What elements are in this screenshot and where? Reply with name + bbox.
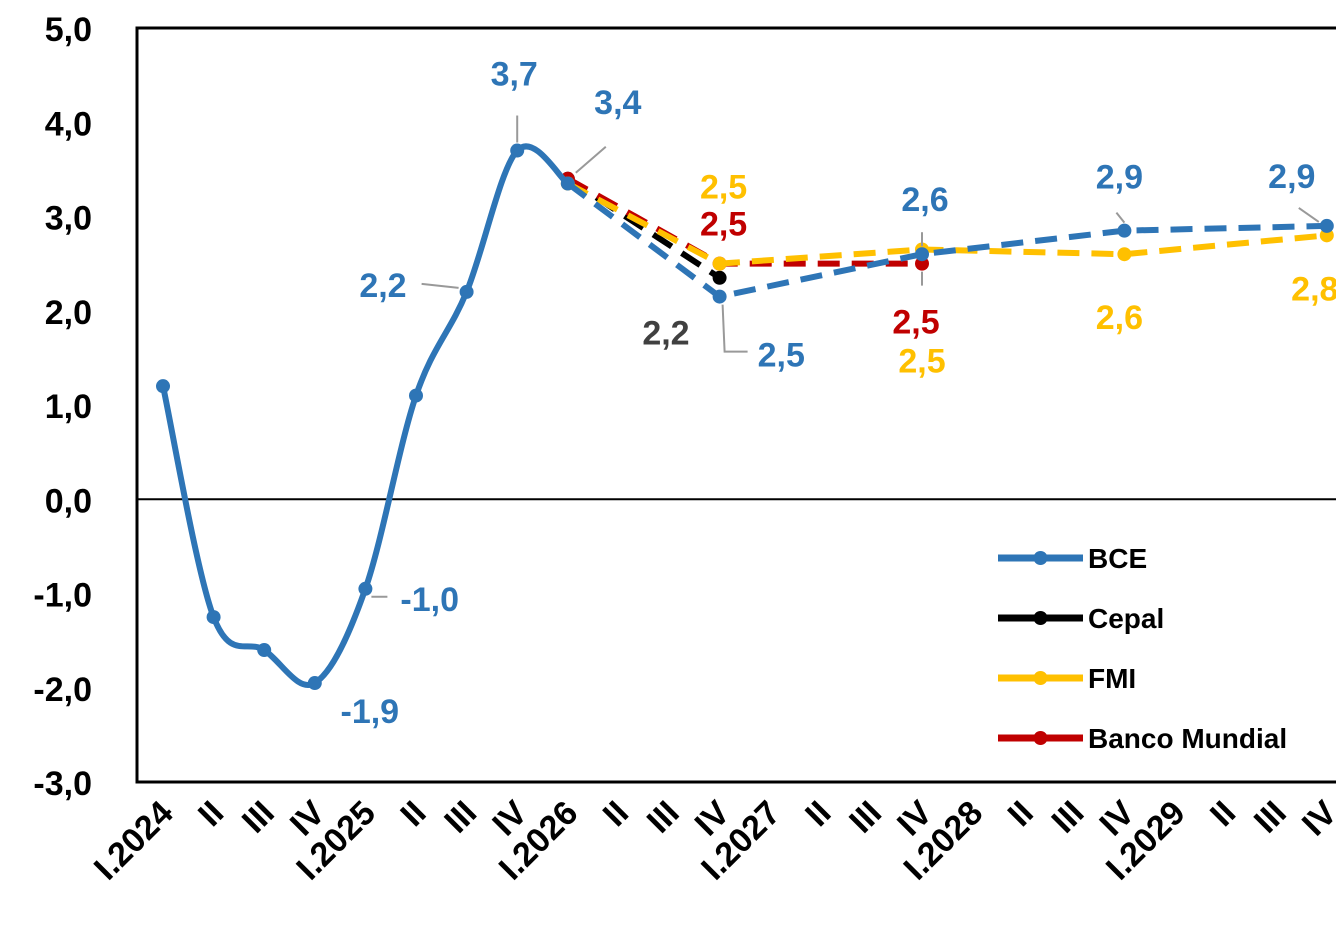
point-bce — [206, 610, 221, 625]
y-tick-label: -2,0 — [33, 671, 92, 709]
y-tick-label: 3,0 — [45, 200, 92, 238]
data-label: 2,5 — [898, 342, 945, 380]
legend-marker-banco-mundial — [1033, 731, 1048, 745]
x-tick-label: II — [1001, 794, 1041, 834]
leader-line — [421, 282, 459, 289]
legend-marker-fmi — [1033, 671, 1048, 685]
data-label: 2,5 — [758, 337, 805, 375]
data-label: 2,5 — [700, 206, 747, 244]
x-tick-label: IV — [1295, 794, 1336, 844]
x-tick-label: II — [1203, 794, 1243, 834]
x-tick-label: III — [842, 794, 889, 841]
point-bce — [712, 289, 727, 304]
point-fmi — [712, 256, 727, 271]
leader-line — [1298, 207, 1320, 223]
y-tick-label: 1,0 — [45, 388, 92, 426]
y-tick-label: 2,0 — [45, 294, 92, 332]
annotations: 3,73,42,2-1,0-1,92,52,52,22,52,62,52,52,… — [341, 56, 1336, 732]
point-bce — [1319, 218, 1334, 233]
y-axis: 5,0 4,0 3,0 2,0 1,0 0,0 -1,0 -2,0 -3,0 — [33, 11, 92, 803]
legend-label-cepal: Cepal — [1088, 603, 1164, 634]
data-label: 2,6 — [1096, 299, 1143, 337]
point-bce — [1117, 223, 1132, 238]
x-tick-label: III — [1247, 794, 1294, 841]
point-bce — [560, 176, 575, 191]
point-bce — [409, 388, 423, 403]
leader-line — [575, 146, 607, 174]
point-bce — [915, 247, 929, 262]
point-bce — [307, 676, 322, 691]
legend-label-bce: BCE — [1088, 543, 1147, 574]
data-label: -1,0 — [400, 581, 459, 619]
legend-marker-cepal — [1033, 611, 1048, 625]
series-line-bce-forecast — [566, 181, 1327, 300]
legend: BCE Cepal FMI Banco Mundial — [998, 543, 1287, 754]
x-tick-label: III — [640, 794, 687, 841]
series-line-cepal — [566, 176, 722, 281]
legend-label-fmi: FMI — [1088, 663, 1136, 694]
x-tick-label: II — [191, 794, 231, 834]
data-label: 3,7 — [491, 56, 538, 94]
point-fmi — [1117, 247, 1132, 262]
x-tick-label: III — [437, 794, 484, 841]
point-bce — [257, 643, 272, 658]
x-tick-label: II — [798, 794, 838, 834]
data-label: 2,5 — [700, 169, 747, 207]
data-label: 2,9 — [1096, 159, 1143, 197]
x-tick-label: III — [235, 794, 282, 841]
data-label: 3,4 — [594, 84, 641, 122]
x-tick-label: II — [596, 794, 636, 834]
plot-area — [135, 26, 1336, 784]
data-label: 2,9 — [1268, 158, 1315, 196]
y-tick-label: 4,0 — [45, 105, 92, 143]
y-tick-label: -1,0 — [33, 577, 92, 615]
x-tick-label: III — [1045, 794, 1092, 841]
legend-label-banco-mundial: Banco Mundial — [1088, 723, 1287, 754]
x-tick-label: II — [393, 794, 433, 834]
x-axis: I.2024 II III IVI.2025 II III IVI.2026 II III IVI… — [87, 794, 1336, 888]
data-label: 2,2 — [359, 267, 406, 305]
series-layer — [156, 143, 1334, 691]
data-label: 2,2 — [642, 315, 689, 353]
data-label: 2,5 — [892, 304, 939, 342]
leader-line — [721, 304, 748, 353]
point-cepal — [712, 270, 727, 285]
point-bce — [358, 581, 373, 596]
point-bce — [459, 284, 474, 299]
y-tick-label: 0,0 — [45, 482, 92, 520]
data-label: 2,6 — [901, 181, 948, 219]
point-bce — [156, 379, 170, 394]
y-tick-label: 5,0 — [45, 11, 92, 49]
y-tick-label: -3,0 — [33, 765, 92, 803]
data-label: -1,9 — [341, 693, 400, 731]
legend-marker-bce — [1033, 551, 1048, 565]
point-bce — [510, 143, 525, 158]
x-tick-label: I.2024 — [87, 794, 181, 888]
data-label: 2,8 — [1291, 270, 1336, 308]
leader-line — [1115, 212, 1126, 224]
